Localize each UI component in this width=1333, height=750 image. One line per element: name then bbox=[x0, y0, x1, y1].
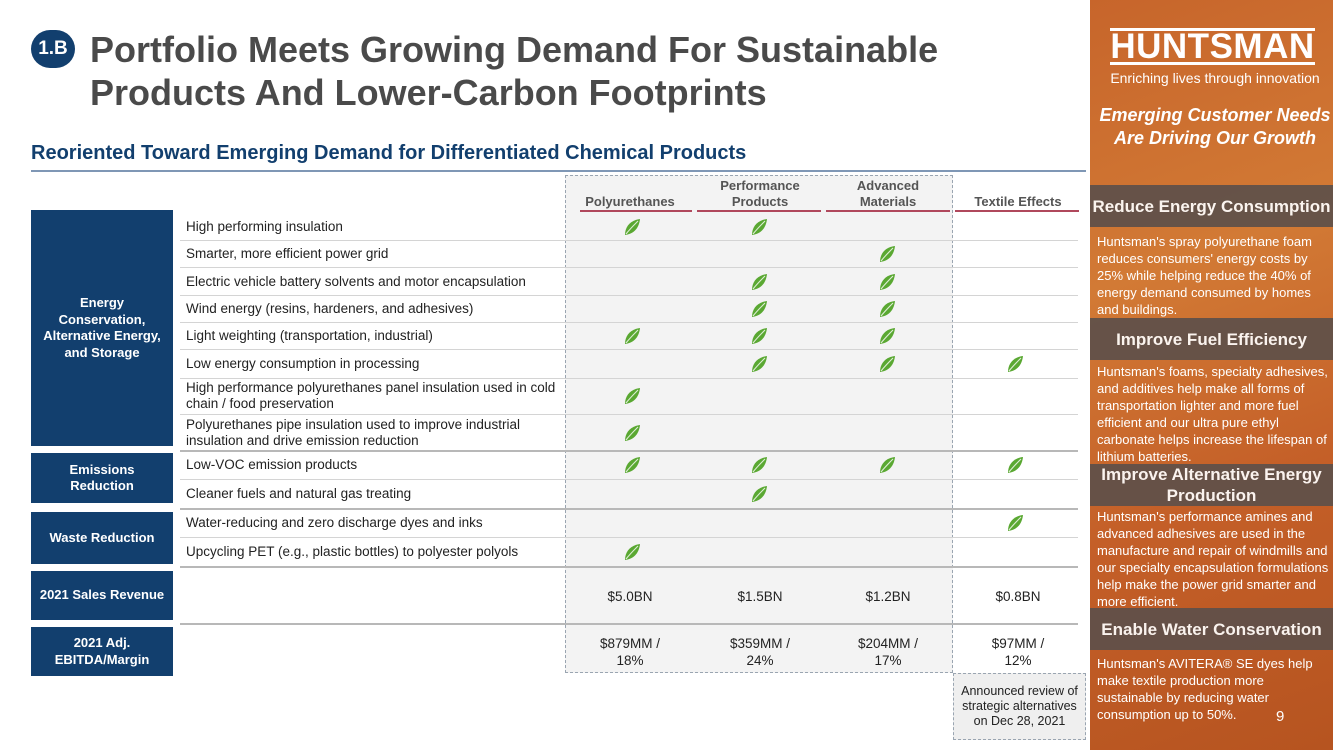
row-separator bbox=[180, 240, 1078, 241]
ebitda-performance-products: $359MM /24% bbox=[729, 636, 791, 668]
row-separator bbox=[180, 322, 1078, 323]
row-separator bbox=[180, 537, 1078, 538]
leaf-icon bbox=[877, 299, 897, 319]
leaf-icon bbox=[749, 484, 769, 504]
leaf-icon bbox=[622, 217, 642, 237]
category-sales-revenue: 2021 Sales Revenue bbox=[31, 571, 173, 620]
leaf-icon bbox=[622, 386, 642, 406]
section-badge: 1.B bbox=[31, 30, 75, 68]
leaf-icon bbox=[1005, 354, 1025, 374]
sales-polyurethanes: $5.0BN bbox=[607, 588, 653, 604]
row-separator bbox=[180, 508, 1078, 510]
leaf-icon bbox=[1005, 455, 1025, 475]
ebitda-textile-effects: $97MM /12% bbox=[991, 636, 1045, 668]
page-subtitle: Reoriented Toward Emerging Demand for Di… bbox=[31, 142, 747, 164]
ebitda-polyurethanes: $879MM /18% bbox=[599, 636, 661, 668]
ebitda-advanced-materials: $204MM /17% bbox=[857, 636, 919, 668]
row-separator bbox=[180, 623, 1078, 625]
sidebar-section-title: Enable Water Conservation bbox=[1090, 608, 1333, 650]
sidebar-section-text: Huntsman's performance amines and advanc… bbox=[1097, 509, 1329, 609]
company-logo: HUNTSMAN bbox=[1110, 27, 1315, 66]
leaf-icon bbox=[749, 354, 769, 374]
title-line-1: Portfolio Meets Growing Demand For Susta… bbox=[90, 29, 939, 70]
sidebar-section-title: Reduce Energy Consumption bbox=[1090, 185, 1333, 227]
row-label: Low energy consumption in processing bbox=[186, 356, 420, 371]
leaf-icon bbox=[877, 244, 897, 264]
row-label: Light weighting (transportation, industr… bbox=[186, 327, 433, 343]
leaf-icon bbox=[749, 217, 769, 237]
leaf-icon bbox=[749, 326, 769, 346]
announcement-note: Announced review of strategic alternativ… bbox=[953, 673, 1086, 740]
row-separator bbox=[180, 566, 1078, 568]
row-separator bbox=[180, 414, 1078, 415]
leaf-icon bbox=[877, 272, 897, 292]
leaf-icon bbox=[877, 326, 897, 346]
row-separator bbox=[180, 479, 1078, 480]
row-label: Water-reducing and zero discharge dyes a… bbox=[186, 514, 483, 530]
row-separator bbox=[180, 378, 1078, 379]
column-header-textile-effects: Textile Effects bbox=[974, 194, 1062, 209]
column-underline bbox=[697, 210, 821, 212]
leaf-icon bbox=[877, 354, 897, 374]
column-header-polyurethanes: Polyurethanes bbox=[585, 194, 675, 209]
leaf-icon bbox=[622, 326, 642, 346]
column-underline bbox=[826, 210, 950, 212]
row-separator bbox=[180, 295, 1078, 296]
leaf-icon bbox=[622, 542, 642, 562]
row-label: High performance polyurethanes panel ins… bbox=[186, 380, 556, 411]
title-line-2: Products And Lower-Carbon Footprints bbox=[90, 72, 767, 113]
subtitle-divider bbox=[31, 170, 1086, 172]
row-label: Electric vehicle battery solvents and mo… bbox=[186, 273, 526, 289]
row-label: High performing insulation bbox=[186, 218, 343, 234]
sidebar-section-title: Improve Fuel Efficiency bbox=[1090, 318, 1333, 360]
sales-performance-products: $1.5BN bbox=[737, 588, 783, 604]
sales-textile-effects: $0.8BN bbox=[995, 588, 1041, 604]
sidebar-section-title: Improve Alternative Energy Production bbox=[1090, 464, 1333, 506]
category-waste: Waste Reduction bbox=[31, 512, 173, 564]
sidebar-heading: Emerging Customer Needs Are Driving Our … bbox=[1099, 105, 1331, 148]
category-ebitda-margin: 2021 Adj. EBITDA/Margin bbox=[31, 627, 173, 676]
row-label: Wind energy (resins, hardeners, and adhe… bbox=[186, 300, 474, 316]
row-label: Upcycling PET (e.g., plastic bottles) to… bbox=[186, 543, 519, 559]
row-label: Polyurethanes pipe insulation used to im… bbox=[186, 416, 520, 448]
sidebar-section-text: Huntsman's AVITERA® SE dyes help make te… bbox=[1097, 656, 1313, 722]
leaf-icon bbox=[622, 423, 642, 443]
company-tagline: Enriching lives through innovation bbox=[1110, 70, 1320, 86]
leaf-icon bbox=[749, 455, 769, 475]
category-emissions: Emissions Reduction bbox=[31, 453, 173, 503]
leaf-icon bbox=[877, 455, 897, 475]
row-label: Low-VOC emission products bbox=[186, 456, 358, 472]
column-underline bbox=[955, 210, 1079, 212]
sidebar-section-text: Huntsman's foams, specialty adhesives, a… bbox=[1097, 364, 1328, 464]
row-label: Smarter, more efficient power grid bbox=[186, 245, 389, 261]
sidebar-section-text: Huntsman's spray polyurethane foam reduc… bbox=[1097, 234, 1312, 317]
leaf-icon bbox=[622, 455, 642, 475]
leaf-icon bbox=[749, 299, 769, 319]
row-separator bbox=[180, 267, 1078, 268]
sales-advanced-materials: $1.2BN bbox=[865, 588, 911, 604]
leaf-icon bbox=[749, 272, 769, 292]
row-separator bbox=[180, 450, 1078, 452]
leaf-icon bbox=[1005, 513, 1025, 533]
row-label: Cleaner fuels and natural gas treating bbox=[186, 485, 412, 501]
column-header-performance-products: Performance Products bbox=[720, 178, 800, 209]
page-title: Portfolio Meets Growing Demand For Susta… bbox=[90, 28, 1070, 114]
category-energy: Energy Conservation, Alternative Energy,… bbox=[31, 210, 173, 446]
column-header-advanced-materials: Advanced Materials bbox=[856, 178, 920, 209]
row-separator bbox=[180, 349, 1078, 350]
page-number: 9 bbox=[1276, 708, 1285, 725]
column-underline bbox=[580, 210, 692, 212]
